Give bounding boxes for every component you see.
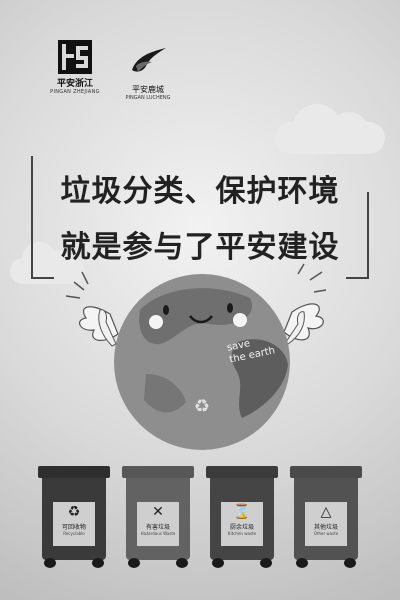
bin-label: ♻ 可回收物 Recyclable	[53, 502, 95, 546]
pingan-zhejiang-logo-icon	[58, 40, 92, 74]
hourglass-icon: ⌛	[233, 504, 251, 520]
bin-hazardous: ✕ 有害垃圾 Hazardous Waste	[122, 466, 194, 568]
earth-illustration: ♻	[60, 262, 350, 452]
bin-label-en: Other waste	[313, 531, 339, 536]
headline-line-2: 就是参与了平安建设	[60, 230, 340, 265]
headline-frame: 垃圾分类、保护环境 就是参与了平安建设	[26, 152, 374, 284]
deer-logo-icon	[132, 48, 166, 72]
bin-wheel	[260, 558, 272, 568]
frame-border	[31, 156, 369, 279]
bin-wheel	[212, 558, 224, 568]
bin-wheel	[296, 558, 308, 568]
bin-wheel	[44, 558, 56, 568]
bin-body: △ 其他垃圾 Other waste	[294, 478, 358, 568]
bin-lid	[122, 466, 194, 478]
bin-body: ♻ 可回收物 Recyclable	[42, 478, 106, 568]
logo2-en: PINGAN LUCHENG	[125, 95, 171, 101]
bin-label-en: Recyclable	[63, 531, 85, 536]
logo1-en: PINGAN ZHEJIANG	[50, 89, 100, 95]
bin-other: △ 其他垃圾 Other waste	[290, 466, 362, 568]
recycle-icon: ♻	[67, 504, 81, 520]
bin-wheel	[128, 558, 140, 568]
bin-lid	[38, 466, 110, 478]
triangle-icon: △	[320, 504, 332, 520]
trash-bins: ♻ 可回收物 Recyclable ✕ 有害垃圾 Hazardous Waste	[0, 466, 400, 600]
bin-body: ✕ 有害垃圾 Hazardous Waste	[126, 478, 190, 568]
bin-wheel	[176, 558, 188, 568]
bin-lid	[206, 466, 278, 478]
bin-label: ⌛ 厨余垃圾 Kitchen waste	[221, 502, 263, 546]
hazard-x-icon: ✕	[152, 504, 164, 520]
logo1-cn: 平安浙江	[56, 79, 93, 89]
globe-recycle-icon: ♻	[194, 396, 210, 417]
logo-pingan-zhejiang: 平安浙江 PINGAN ZHEJIANG	[40, 40, 110, 95]
bin-label-cn: 有害垃圾	[145, 524, 170, 531]
cloud-right	[275, 104, 385, 154]
bin-label: ✕ 有害垃圾 Hazardous Waste	[137, 502, 179, 546]
bin-label-cn: 厨余垃圾	[229, 524, 254, 531]
logo-pingan-luchang: 平安鹿城 PINGAN LUCHENG	[118, 44, 178, 101]
bin-lid	[290, 466, 362, 478]
bin-wheel	[344, 558, 356, 568]
bin-label-en: Kitchen waste	[227, 531, 257, 536]
bin-kitchen: ⌛ 厨余垃圾 Kitchen waste	[206, 466, 278, 568]
logo2-cn: 平安鹿城	[132, 85, 164, 94]
bin-wheel	[92, 558, 104, 568]
bin-label-en: Hazardous Waste	[140, 531, 176, 536]
cloud-left	[10, 242, 85, 284]
bin-label-cn: 其他垃圾	[313, 524, 338, 531]
bin-body: ⌛ 厨余垃圾 Kitchen waste	[210, 478, 274, 568]
bin-label: △ 其他垃圾 Other waste	[305, 502, 347, 546]
bin-recyclable: ♻ 可回收物 Recyclable	[38, 466, 110, 568]
bin-label-cn: 可回收物	[61, 524, 86, 531]
headline-line-1: 垃圾分类、保护环境	[60, 174, 340, 209]
